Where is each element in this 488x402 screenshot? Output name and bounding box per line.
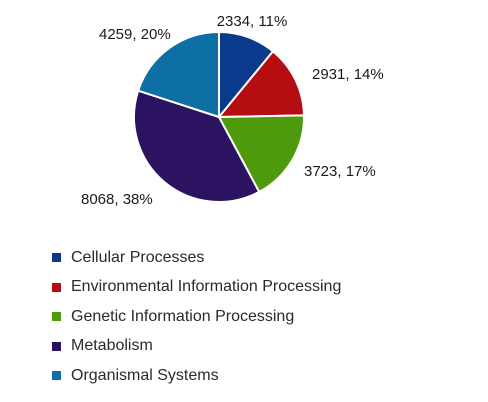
pie-chart: 2334, 11% 2931, 14% 3723, 17% 8068, 38% 4259… <box>81 13 384 208</box>
legend-label: Environmental Information Processing <box>71 278 342 296</box>
slice-data-label: 2931, 14% <box>312 66 384 83</box>
legend-label: Metabolism <box>71 337 153 355</box>
pie-slice-genetic-information-processing <box>217 114 305 194</box>
legend-item: Organismal Systems <box>52 361 341 391</box>
pie-slice-organismal-systems <box>136 30 220 119</box>
legend-item: Metabolism <box>52 332 341 362</box>
pie-slice-metabolism <box>133 89 261 203</box>
legend-swatch <box>52 371 61 381</box>
slice-labels: 2334, 11% 2931, 14% 3723, 17% 8068, 38% 4259… <box>81 13 384 208</box>
slice-data-label: 4259, 20% <box>99 26 171 43</box>
legend-label: Cellular Processes <box>71 248 205 266</box>
pie-slice-environmental-information-processing <box>216 49 305 119</box>
legend-item: Environmental Information Processing <box>52 273 341 303</box>
slice-data-label: 3723, 17% <box>304 163 376 180</box>
legend-swatch <box>52 282 61 292</box>
slice-data-label: 2334, 11% <box>217 13 288 30</box>
pie-slices <box>133 30 305 203</box>
legend-item: Genetic Information Processing <box>52 302 341 332</box>
legend-label: Genetic Information Processing <box>71 307 295 325</box>
chart-legend: Cellular Processes Environmental Informat… <box>52 243 341 391</box>
legend-swatch <box>52 341 61 351</box>
slice-data-label: 8068, 38% <box>81 191 153 208</box>
legend-swatch <box>52 312 61 322</box>
legend-label: Organismal Systems <box>71 366 219 384</box>
legend-item: Cellular Processes <box>52 243 341 273</box>
legend-swatch <box>52 253 61 263</box>
